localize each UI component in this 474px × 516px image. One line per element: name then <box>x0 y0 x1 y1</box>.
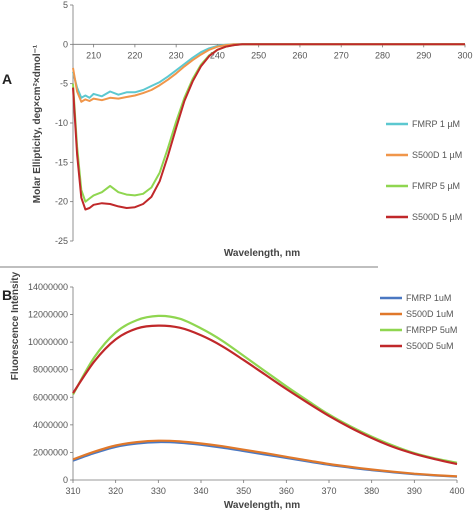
x-axis-label-b: Wavelength, nm <box>224 500 300 511</box>
series-lines-a <box>72 43 465 211</box>
legend-label-b: FMRPP 5uM <box>406 325 457 335</box>
y-tick-label-b: 6000000 <box>33 392 68 402</box>
legend-label-a: FMRP 5 µM <box>412 181 460 191</box>
y-tick-label-a: -10 <box>55 118 68 128</box>
series-lines-b <box>72 314 458 478</box>
x-tick-label-b: 320 <box>108 486 123 496</box>
y-tick-label-b: 14000000 <box>28 282 68 292</box>
x-tick-label-a: 280 <box>375 50 390 60</box>
panel-label-a: A <box>2 71 12 87</box>
legend-label-a: S500D 5 µM <box>412 212 462 222</box>
x-tick-label-a: 290 <box>416 50 431 60</box>
y-tick-label-a: -15 <box>55 157 68 167</box>
x-tick-label-b: 390 <box>407 486 422 496</box>
axes-a: 5 0 -5 -10 -15 -20 -25 210 220 230 240 250 260 270 280… <box>55 0 473 246</box>
legend-label-b: S500D 5uM <box>406 341 454 351</box>
y-axis-label-a: Molar Ellipticity, deg×cm²×dmol⁻¹ <box>32 44 43 203</box>
x-tick-label-b: 310 <box>65 486 80 496</box>
y-tick-label-b: 12000000 <box>28 310 68 320</box>
x-tick-label-b: 370 <box>321 486 336 496</box>
y-tick-label-b: 0 <box>63 475 68 485</box>
y-tick-label-a: 0 <box>63 39 68 49</box>
legend-label-b: FMRP 1uM <box>406 293 451 303</box>
legend-label-a: S500D 1 µM <box>412 150 462 160</box>
series-line-b-2 <box>72 439 458 478</box>
y-tick-label-b: 2000000 <box>33 447 68 457</box>
panel-label-b: B <box>2 287 12 303</box>
fluorescence-spectrum-chart: B Fluorescence Intensity Wavelength, nm … <box>2 271 465 511</box>
x-tick-label-a: 250 <box>251 50 266 60</box>
x-tick-label-b: 400 <box>449 486 464 496</box>
legend-b: FMRP 1uM S500D 1uM FMRPP 5uM S500D 5uM <box>380 293 457 351</box>
series-line-a-4 <box>72 43 465 211</box>
series-line-b-4 <box>72 324 458 466</box>
y-tick-label-a: -25 <box>55 236 68 246</box>
x-tick-label-b: 380 <box>364 486 379 496</box>
x-tick-label-a: 230 <box>169 50 184 60</box>
y-tick-label-b: 4000000 <box>33 420 68 430</box>
y-tick-label-a: -20 <box>55 197 68 207</box>
x-tick-label-a: 300 <box>457 50 472 60</box>
x-tick-label-a: 270 <box>334 50 349 60</box>
x-tick-label-b: 360 <box>279 486 294 496</box>
x-tick-label-a: 220 <box>127 50 142 60</box>
axes-b: 0 2000000 4000000 6000000 8000000 10000000 120… <box>28 282 465 496</box>
x-tick-label-a: 240 <box>210 50 225 60</box>
y-tick-label-a: 5 <box>63 0 68 10</box>
y-tick-label-b: 10000000 <box>28 337 68 347</box>
x-tick-label-a: 260 <box>292 50 307 60</box>
x-tick-label-b: 350 <box>236 486 251 496</box>
y-tick-label-b: 8000000 <box>33 365 68 375</box>
cd-spectrum-chart: A Molar Ellipticity, deg×cm²×dmol⁻¹ Wave… <box>2 0 473 259</box>
x-axis-label-a: Wavelength, nm <box>224 248 300 259</box>
y-axis-label-b: Fluorescence Intensity <box>10 271 21 380</box>
legend-label-b: S500D 1uM <box>406 309 454 319</box>
legend-label-a: FMRP 1 µM <box>412 119 460 129</box>
x-tick-label-b: 340 <box>193 486 208 496</box>
x-tick-label-a: 210 <box>86 50 101 60</box>
series-line-b-3 <box>72 314 458 464</box>
y-tick-label-a: -5 <box>60 79 68 89</box>
x-tick-label-b: 330 <box>151 486 166 496</box>
legend-a: FMRP 1 µM S500D 1 µM FMRP 5 µM S500D 5 µM <box>386 119 462 222</box>
